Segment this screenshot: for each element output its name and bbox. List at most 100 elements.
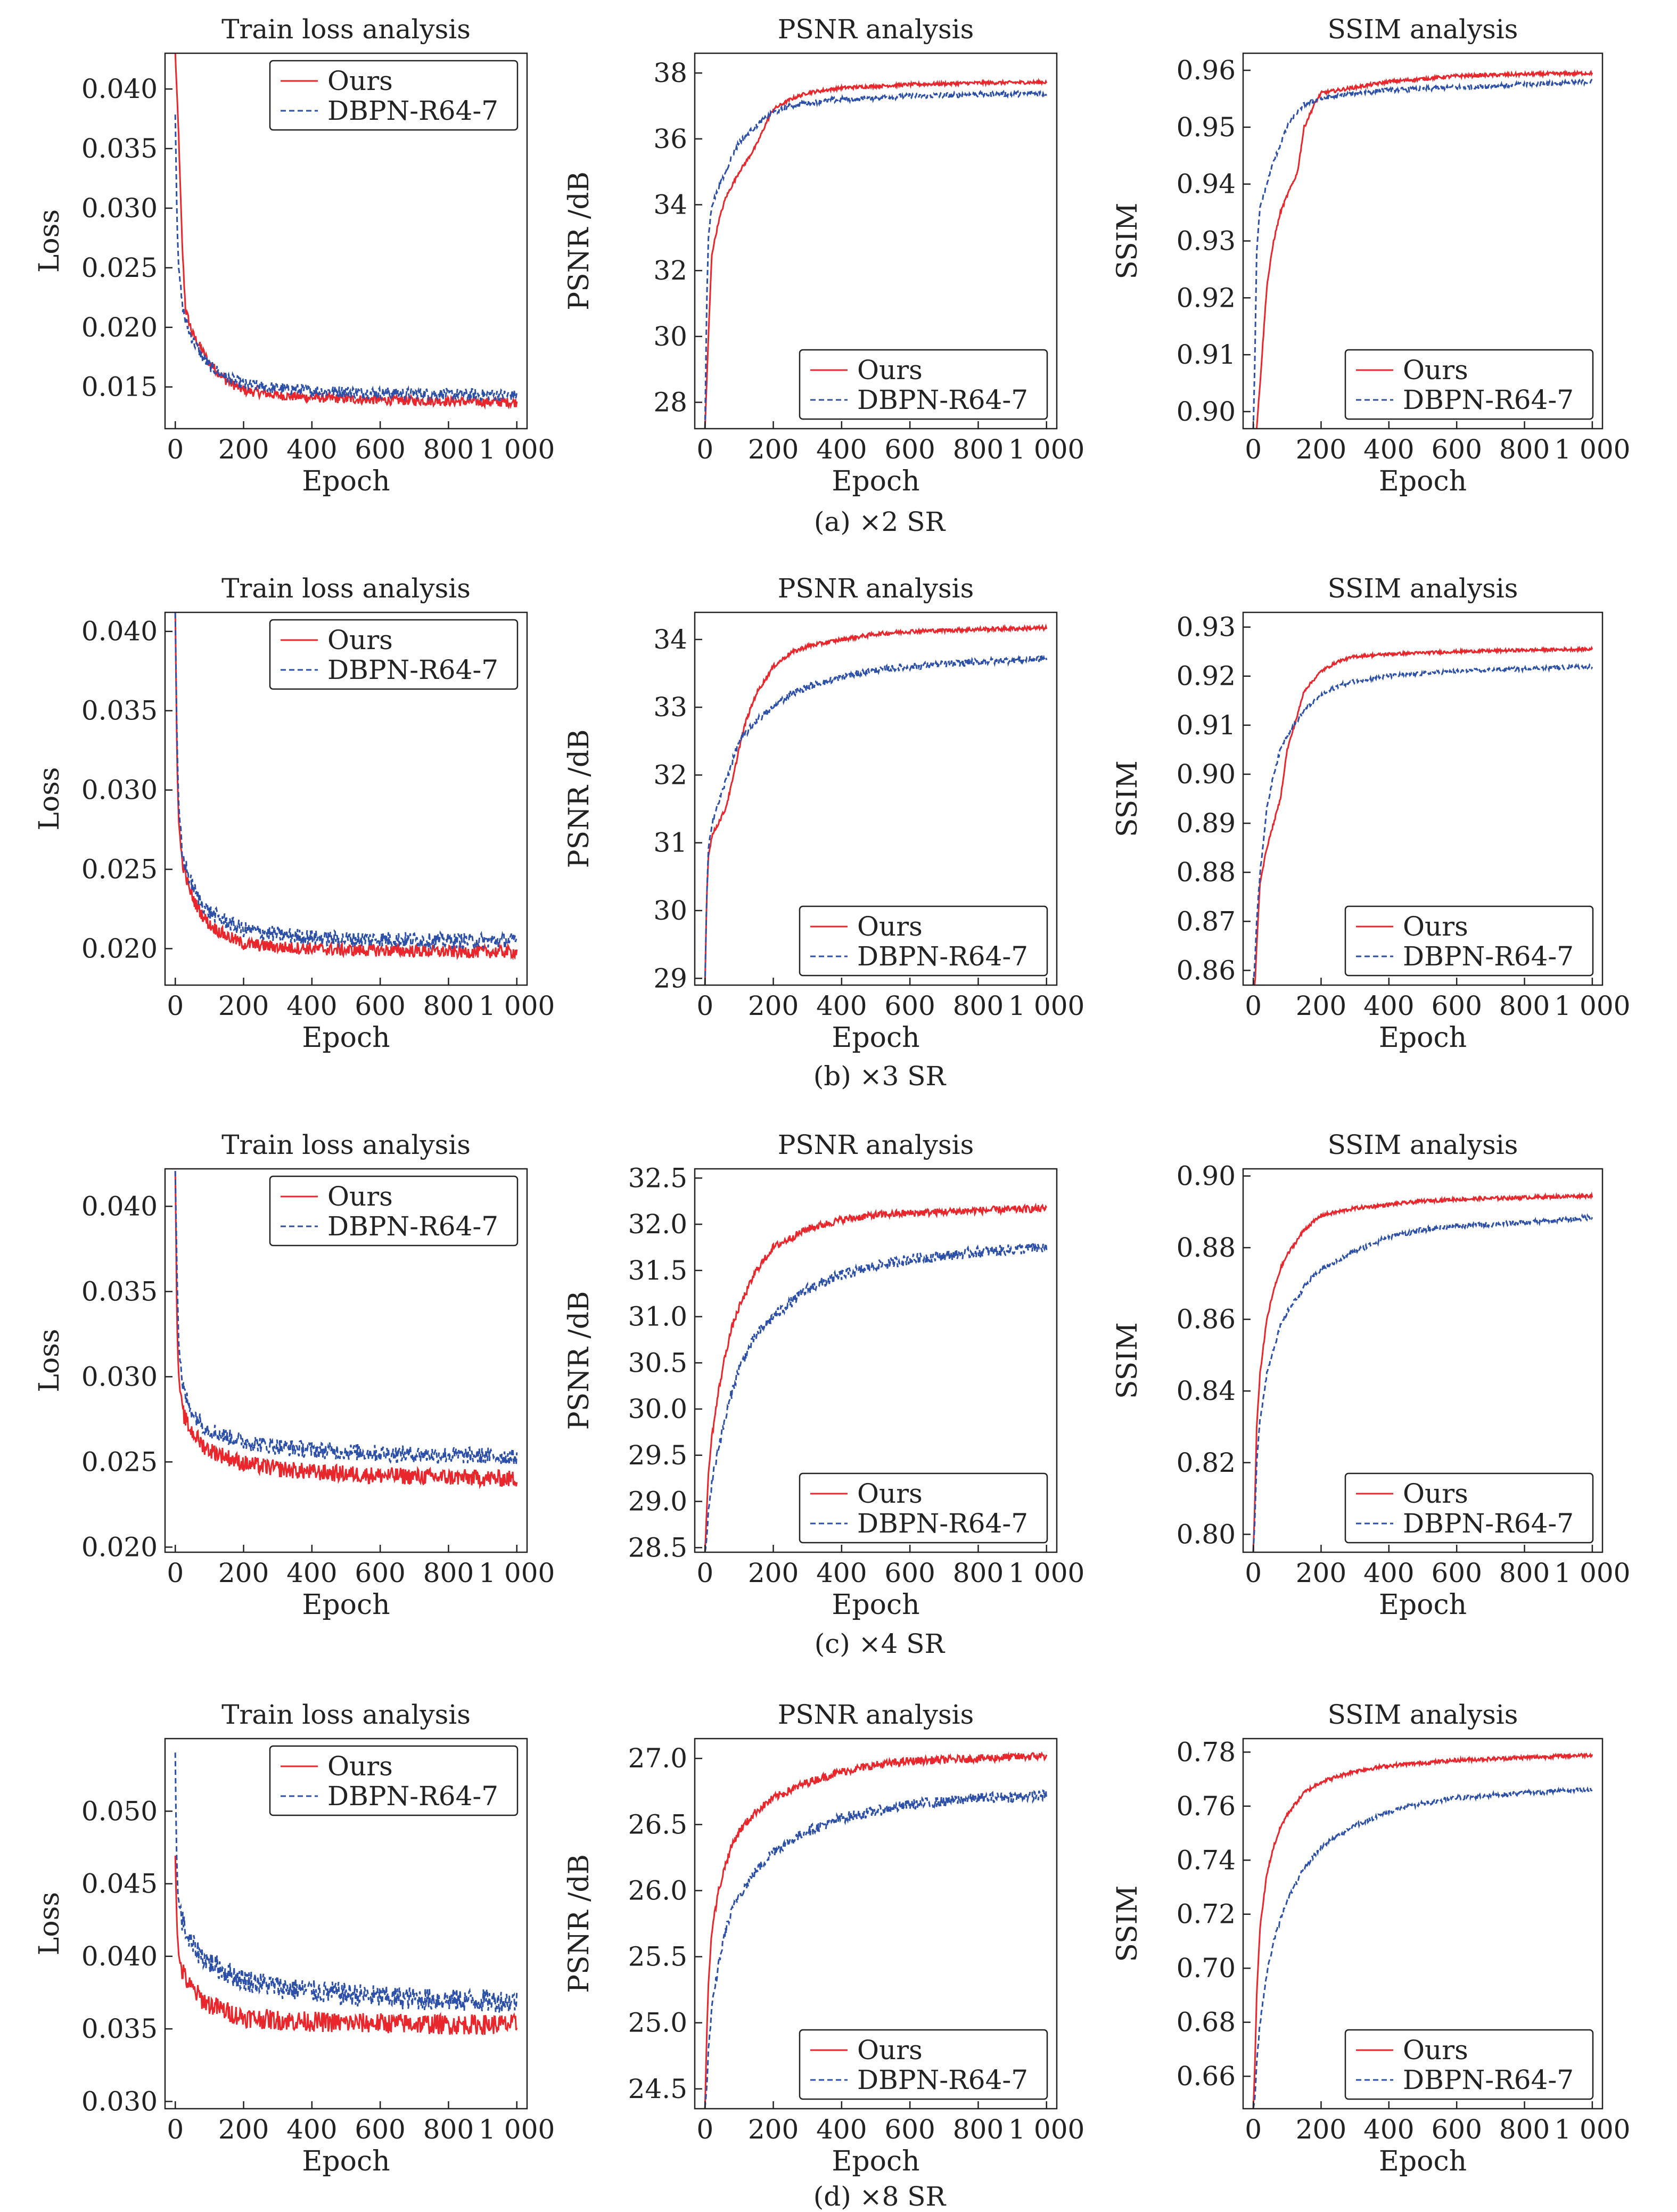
x-tick-label: 1 000 [479,434,555,465]
y-tick-label: 0.92 [1177,661,1236,692]
y-tick-label: 34 [653,189,687,220]
x-tick-label: 0 [696,990,713,1021]
x-tick-label: 800 [1499,2114,1550,2145]
y-tick-label: 0.87 [1177,906,1236,937]
x-tick-label: 600 [355,434,405,465]
series-dbpn-line [1252,662,1593,985]
x-axis-label: Epoch [832,1022,919,1054]
legend-box [269,60,519,131]
y-tick-label: 0.72 [1177,1899,1236,1930]
legend-label: DBPN-R64-7 [857,2064,1028,2095]
plot-frame [694,52,1058,430]
y-tick-label: 0.82 [1177,1447,1236,1478]
y-tick-label: 30 [653,321,687,352]
plot-frame [164,1738,528,2110]
captions: (a) ×2 SR (b) ×3 SR (c) ×4 SR (d) ×8 SR [813,506,947,2212]
x-tick-label: 800 [423,434,474,465]
y-tick-label: 0.95 [1177,112,1236,143]
x-tick-label: 0 [167,434,184,465]
y-tick-label: 24.5 [628,2074,687,2104]
x-tick-label: 200 [218,1558,269,1588]
x-tick-label: 200 [218,990,269,1021]
chart-title: Train loss analysis [221,1129,471,1160]
legend-label: DBPN-R64-7 [327,95,498,126]
x-tick-label: 800 [423,2114,474,2145]
y-tick-label: 29.0 [628,1486,687,1517]
chart-title: PSNR analysis [778,1699,974,1730]
y-axis-label: Loss [34,1329,65,1392]
series-dbpn-line [1252,1785,1593,2109]
x-tick-label: 1 000 [1554,434,1630,465]
y-tick-label: 0.86 [1177,955,1236,986]
series-dbpn-line [174,114,518,403]
y-axis-label: SSIM [1112,760,1144,837]
x-tick-label: 800 [423,990,474,1021]
chart-title: SSIM analysis [1328,14,1518,45]
x-tick-label: 0 [167,990,184,1021]
x-tick-label: 800 [1499,990,1550,1021]
x-tick-label: 1 000 [1554,2114,1630,2145]
y-tick-label: 0.76 [1177,1791,1236,1822]
legend-box [1344,905,1594,977]
x-tick-label: 1 000 [1008,2114,1084,2145]
chart-title: SSIM analysis [1328,1129,1518,1160]
x-tick-label: 600 [355,2114,405,2145]
chart-panel-4-1: 0 200 400 600 800 1 000 0.030 0.035 0.040 0.045 0.… [34,1699,555,2177]
y-tick-label: 32.5 [628,1162,687,1193]
series-ours-line [174,53,518,410]
series-dbpn-line [174,1752,518,2013]
y-tick-label: 0.040 [81,616,158,647]
caption-d: (d) ×8 SR [813,2181,947,2212]
y-tick-label: 27.0 [628,1743,687,1774]
y-tick-label: 0.035 [81,695,158,726]
chart-title: Train loss analysis [221,1699,471,1730]
chart-title: Train loss analysis [221,14,471,45]
y-tick-label: 25.5 [628,1941,687,1972]
y-tick-label: 0.89 [1177,808,1236,839]
y-tick-label: 0.035 [81,133,158,164]
chart-panel-4-2: 0 200 400 600 800 1 000 24.5 25.0 25.5 26.0 26.5 27… [563,1699,1084,2177]
y-tick-label: 0.025 [81,1446,158,1477]
series-dbpn-line [704,654,1048,985]
plot-frame [1242,1738,1604,2110]
y-tick-label: 0.93 [1177,226,1236,257]
caption-c: (c) ×4 SR [815,1628,946,1659]
x-tick-label: 200 [1296,2114,1346,2145]
y-tick-label: 0.91 [1177,339,1236,370]
y-tick-label: 0.90 [1177,1160,1236,1191]
chart-panel-2-2: 0 200 400 600 800 1 000 29 30 31 32 33 34 PSNR analy… [563,573,1084,1054]
x-tick-label: 200 [748,2114,799,2145]
legend-label: DBPN-R64-7 [857,1508,1028,1539]
x-tick-label: 400 [286,2114,337,2145]
y-tick-label: 0.030 [81,1361,158,1392]
y-tick-label: 0.94 [1177,169,1236,200]
y-tick-label: 0.74 [1177,1845,1236,1875]
x-axis-label: Epoch [832,465,919,497]
y-tick-label: 0.050 [81,1796,158,1826]
legend-box [1344,349,1594,420]
series-ours-line [1252,1191,1593,1552]
x-axis-label: Epoch [1379,1022,1467,1054]
x-tick-label: 600 [1431,990,1482,1021]
x-tick-label: 400 [816,990,867,1021]
chart-title: PSNR analysis [778,1129,974,1160]
x-tick-label: 200 [748,434,799,465]
chart-panel-1-3: 0 200 400 600 800 1 000 0.90 0.91 0.92 0.93 0.94 0.… [1112,14,1630,497]
x-tick-label: 800 [1499,1558,1550,1588]
plot-frame [694,611,1058,986]
y-tick-label: 0.92 [1177,282,1236,313]
x-tick-label: 200 [748,1558,799,1588]
y-axis-label: Loss [34,767,65,830]
y-tick-label: 28.5 [628,1532,687,1563]
y-axis-label: PSNR /dB [563,730,595,869]
y-tick-label: 30.5 [628,1347,687,1378]
y-tick-label: 31 [653,828,687,858]
y-tick-label: 0.030 [81,775,158,806]
y-tick-label: 0.040 [81,1191,158,1222]
y-tick-label: 0.040 [81,1941,158,1972]
x-tick-label: 1 000 [1008,1558,1084,1588]
x-tick-label: 0 [696,434,713,465]
